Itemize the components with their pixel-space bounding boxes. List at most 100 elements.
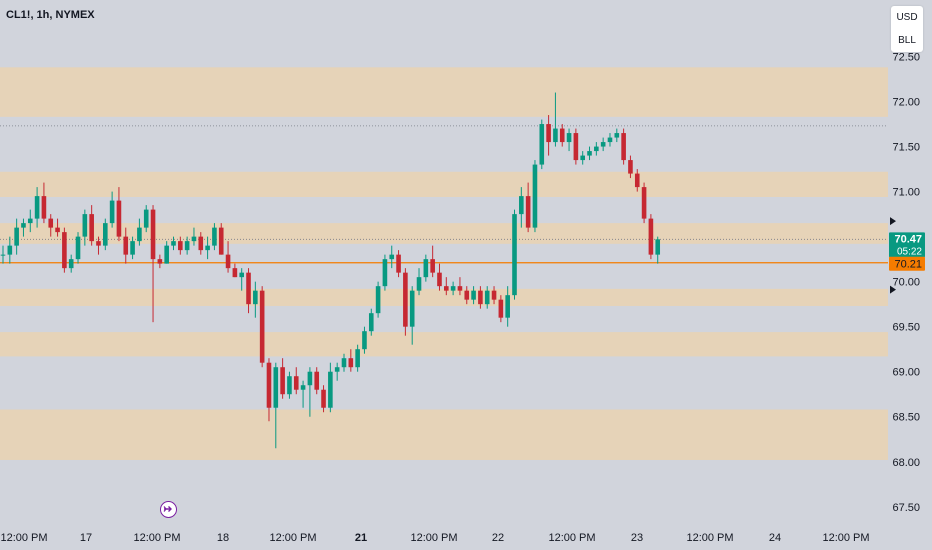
candle-34 (232, 268, 238, 278)
candle-79 (539, 124, 545, 165)
y-tick-label: 72.00 (892, 97, 920, 109)
triangle-right-icon (890, 285, 896, 294)
candle-74 (505, 295, 510, 318)
price-axis (888, 0, 932, 550)
candle-44 (300, 385, 306, 390)
candle-32 (218, 227, 224, 255)
candle-54 (368, 313, 374, 332)
candle-22 (150, 209, 156, 260)
candle-64 (437, 272, 442, 287)
candle-85 (580, 155, 585, 161)
candle-24 (164, 245, 169, 264)
candle-26 (178, 241, 183, 251)
candle-43 (293, 376, 299, 390)
candle-58 (396, 254, 401, 273)
candle-60 (409, 290, 415, 327)
y-tick-label: 69.50 (892, 322, 920, 334)
candle-93 (634, 173, 640, 188)
y-tick-label: 72.50 (892, 52, 920, 64)
candle-9 (62, 232, 67, 269)
candle-31 (212, 227, 217, 246)
candle-73 (498, 299, 504, 318)
candle-61 (416, 277, 422, 291)
candle-48 (328, 371, 333, 408)
candle-55 (375, 286, 381, 314)
candle-30 (205, 245, 210, 251)
x-tick-label: 23 (631, 532, 643, 544)
currency-selector[interactable]: USD BLL (891, 6, 923, 52)
symbol-title: CL1!, 1h, NYMEX (6, 9, 95, 21)
candle-62 (423, 259, 429, 278)
candle-15 (103, 223, 108, 246)
candle-16 (109, 200, 115, 224)
candle-8 (55, 227, 60, 233)
x-tick-label: 12:00 PM (686, 532, 733, 544)
candle-12 (82, 214, 88, 237)
candle-65 (444, 286, 449, 291)
candle-94 (641, 187, 647, 219)
candle-86 (587, 151, 592, 156)
candle-14 (96, 241, 101, 246)
candle-38 (259, 290, 265, 363)
candle-80 (546, 124, 551, 143)
zone-4 (0, 332, 888, 357)
alert-price-badge (889, 256, 925, 271)
x-tick-label: 12:00 PM (133, 532, 180, 544)
candle-88 (600, 142, 606, 147)
candle-81 (553, 128, 558, 143)
candle-2 (14, 227, 19, 246)
currency-label[interactable]: USD (896, 12, 918, 23)
candle-68 (464, 290, 470, 300)
candle-10 (68, 259, 74, 269)
candle-83 (566, 133, 572, 143)
candle-18 (123, 236, 129, 255)
candle-59 (403, 272, 408, 327)
candle-6 (41, 196, 47, 219)
zone-5 (0, 409, 888, 460)
candle-67 (457, 286, 463, 291)
candle-0 (0, 254, 6, 256)
y-tick-label: 71.50 (892, 142, 920, 154)
candle-89 (607, 137, 613, 143)
candle-56 (382, 259, 388, 287)
candle-19 (130, 241, 135, 255)
candle-57 (389, 254, 395, 260)
candle-36 (246, 272, 251, 305)
unit-label[interactable]: BLL (898, 35, 916, 46)
x-tick-label: 22 (492, 532, 504, 544)
candle-92 (628, 160, 633, 174)
candle-33 (225, 254, 231, 269)
candle-78 (532, 164, 538, 228)
candle-46 (314, 371, 320, 390)
candle-66 (450, 286, 456, 291)
candle-42 (287, 376, 292, 395)
triangle-right-icon (890, 217, 896, 226)
candle-28 (191, 236, 197, 242)
zone-3 (0, 288, 888, 306)
alert-price-label: 70.21 (894, 259, 922, 271)
candle-49 (334, 367, 340, 372)
candle-37 (253, 290, 258, 305)
candle-52 (355, 349, 360, 368)
candle-90 (614, 133, 620, 138)
y-tick-label: 71.00 (892, 187, 920, 199)
candle-63 (430, 259, 435, 273)
candle-82 (559, 128, 565, 143)
zone-0 (0, 67, 888, 117)
candle-47 (321, 389, 326, 408)
candle-40 (273, 367, 279, 408)
last-price-label: 70.47 (894, 233, 922, 245)
candle-17 (116, 200, 122, 237)
candle-50 (341, 358, 347, 368)
candle-53 (362, 331, 367, 350)
candle-35 (239, 272, 244, 278)
candle-5 (34, 196, 40, 219)
x-tick-label: 21 (355, 532, 367, 544)
candle-77 (525, 196, 531, 228)
event-arrow-icon[interactable] (160, 501, 177, 518)
candle-51 (348, 358, 354, 368)
x-tick-label: 12:00 PM (548, 532, 595, 544)
zone-2 (0, 223, 888, 244)
